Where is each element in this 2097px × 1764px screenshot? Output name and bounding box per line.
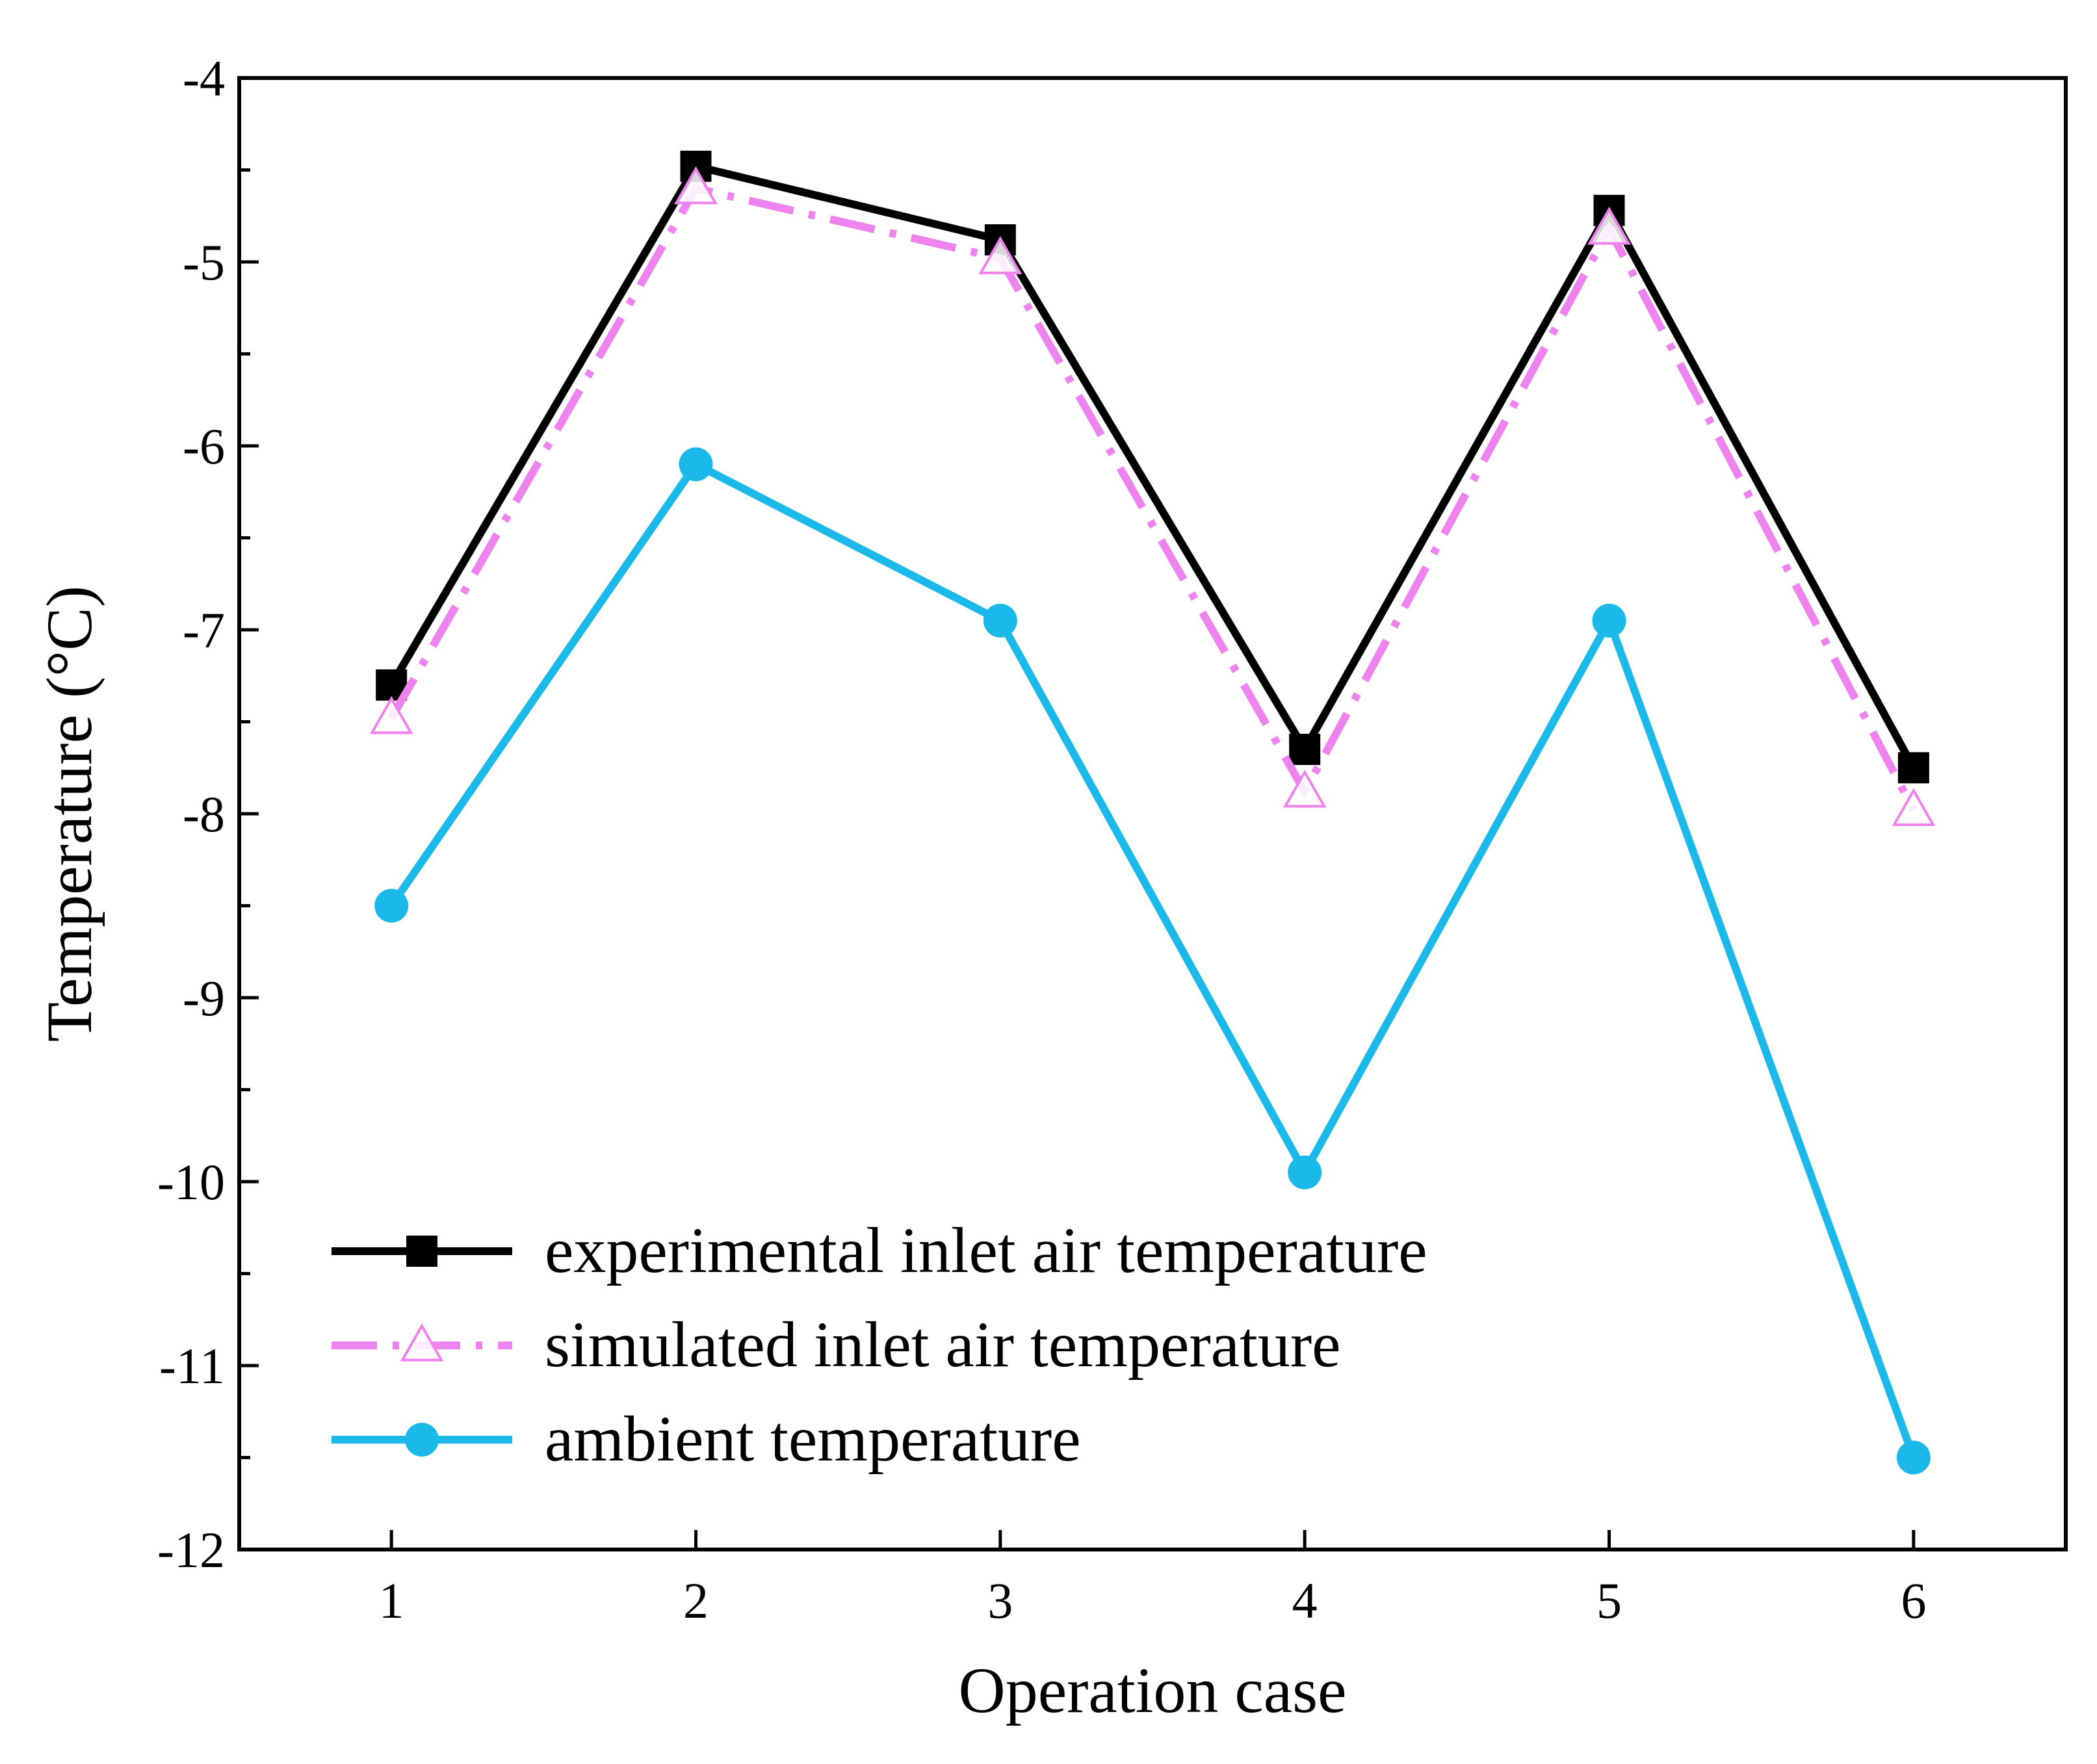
series-layer [369,150,1936,1475]
data-point [679,447,713,482]
data-point [369,695,413,734]
series-ambient-temperature [374,447,1931,1475]
series-line [388,459,1918,1459]
y-tick-label: -9 [183,970,225,1026]
x-tick-label: 5 [1596,1572,1622,1629]
data-point [1288,1155,1322,1189]
y-tick-label: -7 [183,602,225,658]
y-tick-label: -8 [183,786,225,842]
y-tick-label: -11 [159,1338,225,1394]
data-point [374,888,409,923]
legend: experimental inlet air temperature simula… [332,1214,1427,1475]
legend-label: ambient temperature [545,1403,1081,1475]
x-tick-label: 6 [1901,1572,1926,1629]
legend-label: simulated inlet air temperature [545,1308,1341,1381]
legend-item: ambient temperature [332,1403,1081,1475]
series-experimental-inlet-air-temperature [376,150,1929,784]
series-line [387,161,1918,770]
legend-marker [405,1423,439,1457]
x-tick-label: 1 [379,1572,404,1629]
data-point [674,166,718,205]
y-axis: -4 -5 -6 -7 -8 -9 -10 -11 -12 [157,50,259,1578]
legend-marker [400,1323,444,1362]
data-point [983,603,1017,638]
legend-marker [406,1236,437,1267]
x-tick-label: 2 [683,1572,709,1629]
data-point [1283,770,1327,808]
data-point [1587,207,1631,245]
x-axis-title: Operation case [959,1654,1347,1726]
legend-item: experimental inlet air temperature [332,1214,1427,1286]
series-line [387,183,1918,812]
data-point [978,236,1022,274]
x-tick-label: 3 [987,1572,1013,1629]
y-axis-title: Temperature (°C) [33,586,105,1042]
y-tick-label: -5 [183,234,225,291]
x-axis: 1 2 3 4 5 6 [379,1530,1926,1629]
x-tick-label: 4 [1292,1572,1318,1629]
data-point [1289,733,1321,765]
data-point [1896,1440,1931,1475]
legend-item: simulated inlet air temperature [332,1308,1341,1381]
data-point [1897,752,1929,784]
data-point [1892,788,1936,826]
data-point [1592,603,1626,638]
y-tick-label: -4 [183,50,225,107]
y-tick-label: -10 [157,1154,225,1210]
y-tick-label: -12 [157,1522,225,1578]
legend-label: experimental inlet air temperature [545,1214,1427,1286]
series-simulated-inlet-air-temperature [369,166,1936,826]
y-tick-label: -6 [183,418,225,474]
